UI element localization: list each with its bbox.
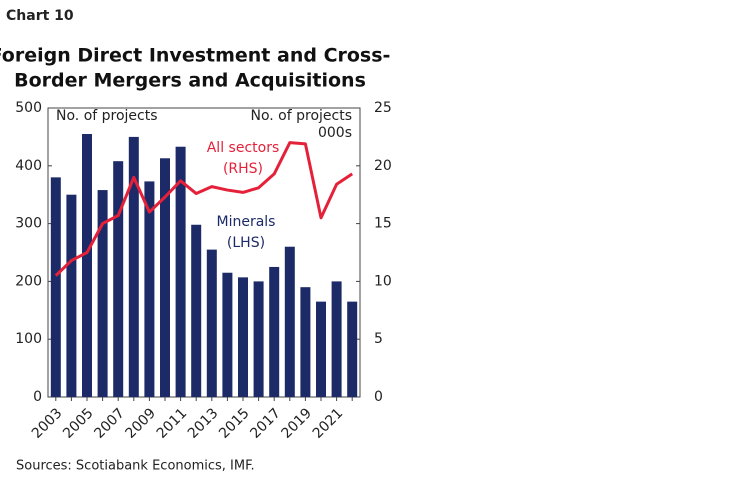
x-tick-label: 2015 (216, 405, 253, 442)
bar (82, 134, 92, 397)
y2-tick-label: 0 (374, 389, 383, 405)
bar (300, 287, 311, 397)
bar (331, 281, 342, 397)
series-label: Minerals (217, 214, 276, 230)
bar (128, 136, 139, 397)
bar (284, 246, 295, 397)
source: Sources: Scotiabank Economics, IMF. (16, 459, 255, 474)
x-tick-label: 2019 (279, 405, 316, 442)
series-label: All sectors (207, 140, 280, 156)
bar (113, 161, 124, 397)
y-tick-label: 100 (15, 331, 42, 347)
bar (66, 194, 77, 397)
bar (316, 301, 326, 397)
y-tick-label: 500 (15, 100, 42, 116)
bar (97, 190, 108, 397)
chart-title: Foreign Direct Investment and Cross- (0, 45, 390, 67)
y2-tick-label: 5 (374, 331, 383, 347)
x-tick-label: 2021 (310, 405, 347, 442)
y-tick-label: 200 (15, 273, 42, 289)
bar (50, 177, 61, 397)
x-tick-label: 2013 (185, 405, 222, 442)
x-tick-label: 2017 (247, 405, 284, 442)
y-tick-label: 400 (15, 158, 42, 174)
bar (222, 272, 233, 397)
y-tick-label: 0 (33, 389, 42, 405)
bar (238, 277, 248, 397)
y2-axis-label: 000s (318, 125, 352, 141)
x-tick-label: 2005 (60, 405, 97, 442)
bar (175, 146, 186, 397)
y2-tick-label: 25 (374, 100, 392, 116)
y2-tick-label: 15 (374, 216, 392, 232)
y-tick-label: 300 (15, 216, 42, 232)
y2-axis-label: No. of projects (250, 108, 352, 124)
line (54, 141, 354, 277)
chart-label: Chart 10 (6, 8, 74, 24)
x-tick-label: 2007 (91, 405, 128, 442)
x-tick-label: 2009 (123, 405, 160, 442)
x-tick-label: 2011 (154, 405, 191, 442)
y2-tick-label: 10 (374, 273, 392, 289)
series-label: (LHS) (227, 235, 265, 251)
y-axis-label: No. of projects (56, 108, 158, 124)
bar (347, 301, 358, 397)
bar (269, 266, 280, 397)
series-label: (RHS) (223, 161, 263, 177)
bar (253, 281, 264, 397)
plot-frame (47, 107, 361, 398)
bar (206, 249, 217, 397)
bar (191, 224, 202, 397)
bar (160, 158, 170, 397)
y2-tick-label: 20 (374, 158, 392, 174)
bar (144, 181, 155, 397)
chart-title: Border Mergers and Acquisitions (14, 70, 366, 92)
x-tick-label: 2003 (29, 405, 66, 442)
